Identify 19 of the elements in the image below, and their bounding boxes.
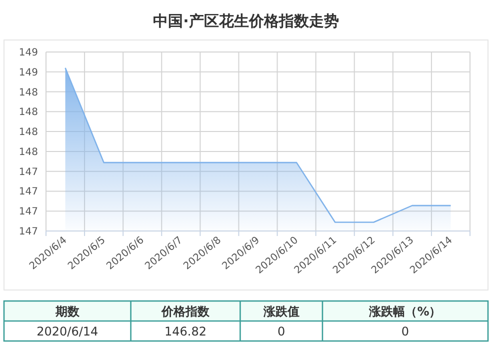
chart-title: 中国·产区花生价格指数走势 <box>153 12 339 30</box>
text: 涨跌值 <box>262 304 300 318</box>
y-tick-label: 147 <box>18 166 38 178</box>
y-tick-label: 148 <box>18 127 38 138</box>
text: 0 <box>278 324 286 338</box>
y-tick-label: 148 <box>18 87 38 98</box>
text: 2020/6/14 <box>36 324 98 338</box>
y-tick-label: 149 <box>18 48 38 58</box>
text: 涨跌幅（%） <box>368 304 442 318</box>
y-tick-label: 147 <box>18 226 38 238</box>
y-tick-label: 149 <box>18 67 38 78</box>
text: 期数 <box>54 304 80 318</box>
y-tick-label: 147 <box>18 186 38 198</box>
y-tick-label: 147 <box>18 206 38 218</box>
y-tick-label: 148 <box>18 107 38 118</box>
text: 0 <box>401 324 410 338</box>
y-tick-label: 148 <box>18 146 38 158</box>
text: 价格指数 <box>160 304 210 318</box>
text: 146.82 <box>164 324 206 338</box>
